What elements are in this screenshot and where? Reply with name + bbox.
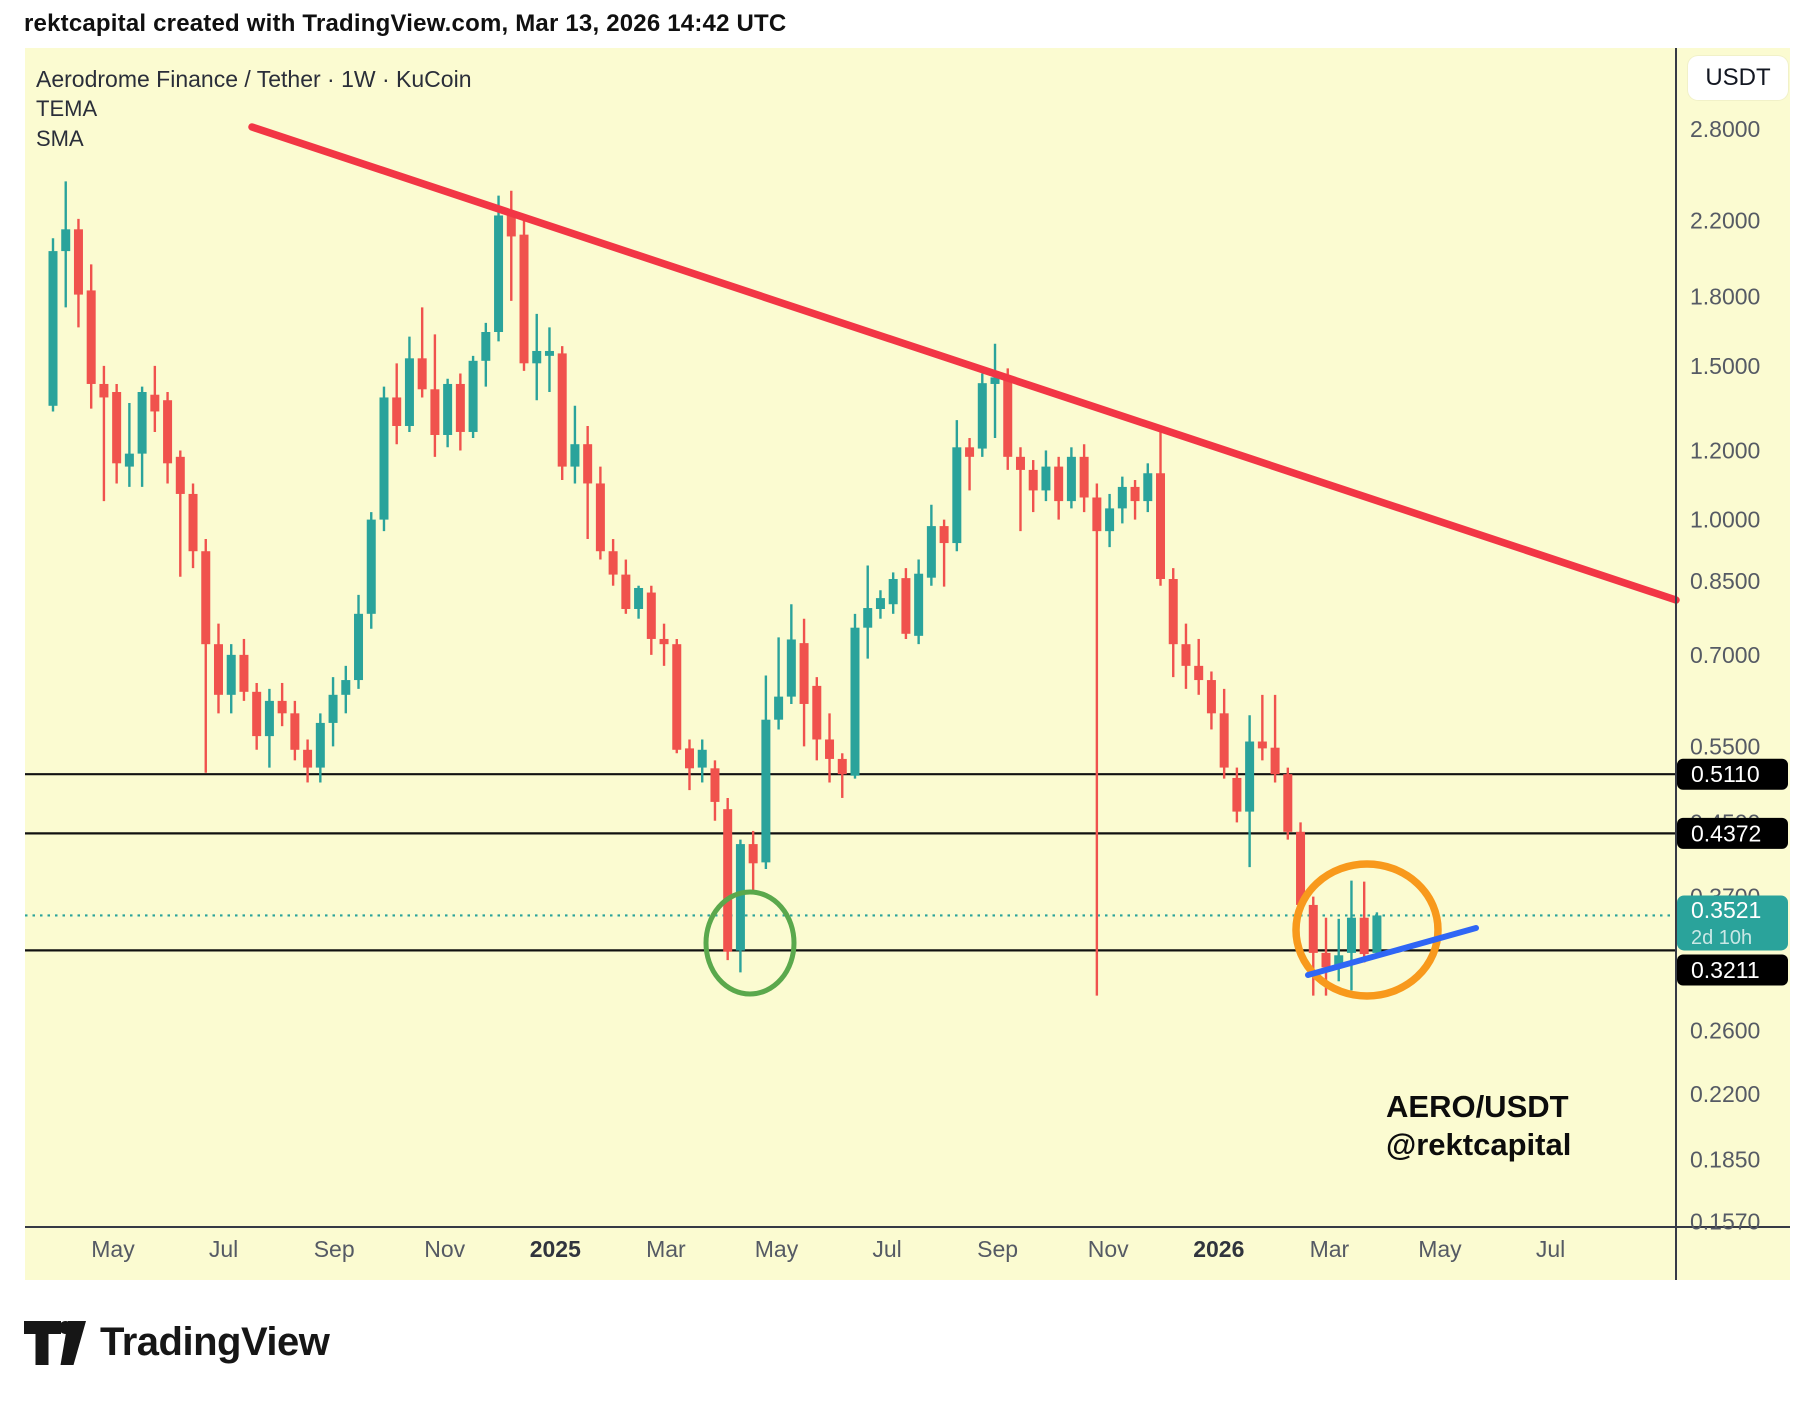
svg-text:0.8500: 0.8500	[1690, 568, 1760, 594]
svg-text:0.5500: 0.5500	[1690, 733, 1760, 759]
svg-text:Jul: Jul	[872, 1236, 901, 1262]
svg-text:May: May	[1418, 1236, 1462, 1262]
svg-text:Nov: Nov	[424, 1236, 465, 1262]
svg-text:2.2000: 2.2000	[1690, 208, 1760, 234]
svg-text:0.2600: 0.2600	[1690, 1017, 1760, 1043]
svg-text:0.5110: 0.5110	[1691, 761, 1760, 787]
svg-text:1.5000: 1.5000	[1690, 353, 1760, 379]
svg-text:Sep: Sep	[314, 1236, 355, 1262]
svg-text:Nov: Nov	[1088, 1236, 1129, 1262]
svg-text:2.8000: 2.8000	[1690, 116, 1760, 142]
svg-text:May: May	[755, 1236, 799, 1262]
svg-text:0.2200: 0.2200	[1690, 1081, 1760, 1107]
svg-text:0.1570: 0.1570	[1690, 1209, 1760, 1235]
svg-text:2d 10h: 2d 10h	[1691, 927, 1752, 949]
svg-text:Sep: Sep	[977, 1236, 1018, 1262]
svg-text:2025: 2025	[530, 1236, 581, 1262]
svg-text:0.1850: 0.1850	[1690, 1147, 1760, 1173]
svg-text:May: May	[91, 1236, 135, 1262]
svg-text:Mar: Mar	[1310, 1236, 1350, 1262]
tradingview-logo-icon[interactable]	[24, 1320, 86, 1365]
tradingview-logo-text[interactable]: TradingView	[100, 1320, 330, 1364]
svg-text:Mar: Mar	[646, 1236, 686, 1262]
attribution-bar: rektcapital created with TradingView.com…	[24, 0, 786, 48]
svg-text:2026: 2026	[1193, 1236, 1244, 1262]
svg-text:0.7000: 0.7000	[1690, 642, 1760, 668]
svg-text:Jul: Jul	[1536, 1236, 1565, 1262]
currency-toggle-button[interactable]: USDT	[1688, 56, 1788, 100]
svg-text:1.0000: 1.0000	[1690, 507, 1760, 533]
svg-text:1.2000: 1.2000	[1690, 437, 1760, 463]
svg-text:1.8000: 1.8000	[1690, 284, 1760, 310]
attribution-text: rektcapital created with TradingView.com…	[24, 10, 787, 37]
candlestick-chart[interactable]: 2.8000 2.2000 1.8000 1.5000 1.2000 1.0000 0.85…	[25, 48, 1790, 1280]
svg-text:0.4372: 0.4372	[1691, 820, 1761, 846]
chart-frame: 2.8000 2.2000 1.8000 1.5000 1.2000 1.0000 0.85…	[25, 48, 1790, 1280]
svg-text:0.3211: 0.3211	[1691, 957, 1760, 983]
svg-text:0.3521: 0.3521	[1691, 897, 1761, 923]
footer-brand-bar: TradingView	[24, 1320, 330, 1365]
svg-text:Jul: Jul	[209, 1236, 238, 1262]
